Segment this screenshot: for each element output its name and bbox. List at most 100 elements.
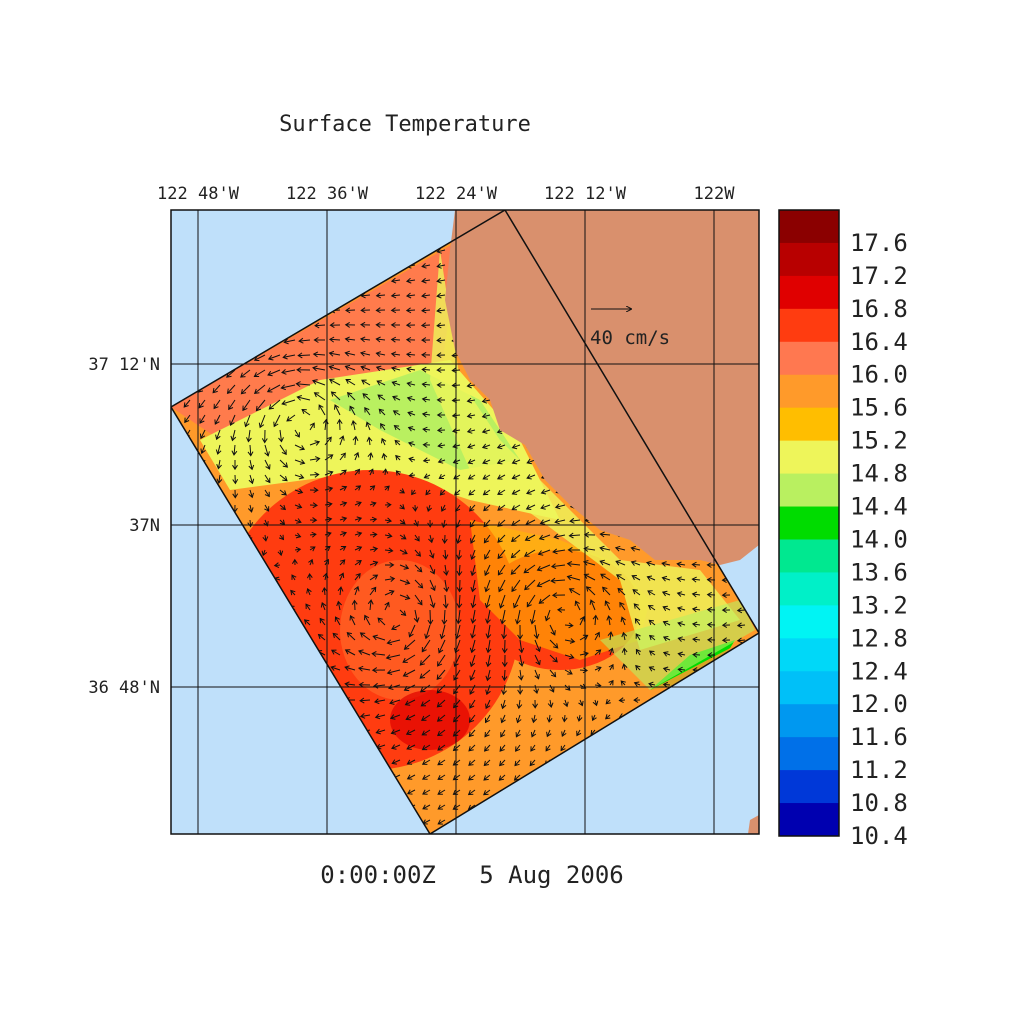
current-vector: [536, 564, 551, 572]
current-vector: [677, 621, 686, 627]
current-vector: [352, 435, 359, 446]
current-vector: [421, 729, 431, 736]
current-vector: [359, 697, 371, 704]
current-vector: [353, 585, 360, 596]
current-vector: [470, 549, 476, 560]
current-vector: [485, 639, 492, 654]
current-vector: [421, 714, 431, 721]
current-vector: [691, 576, 701, 583]
current-vector: [721, 637, 731, 644]
current-vector: [213, 399, 221, 410]
current-vector: [248, 474, 255, 485]
current-vector: [691, 591, 701, 598]
colorbar-frame: [778, 209, 840, 837]
current-vector: [264, 489, 270, 498]
current-vector: [253, 384, 266, 394]
current-vector: [515, 609, 521, 625]
current-vector: [532, 699, 539, 709]
current-vector: [539, 519, 551, 525]
current-vector: [441, 534, 448, 544]
current-vector: [411, 489, 417, 496]
current-vector: [406, 774, 416, 780]
current-vector: [452, 759, 461, 766]
current-vector: [429, 564, 436, 575]
current-vector: [501, 624, 507, 640]
current-vector: [630, 560, 641, 566]
current-vector: [736, 622, 746, 629]
current-vector: [515, 714, 522, 724]
current-vector: [360, 321, 371, 328]
current-vector: [468, 729, 476, 738]
current-vector: [574, 600, 581, 611]
current-vector: [230, 429, 237, 442]
current-vector: [468, 744, 476, 752]
current-vector: [594, 631, 600, 641]
current-vector: [497, 534, 506, 543]
current-vector: [691, 561, 701, 568]
colorbar-label: 10.8: [850, 789, 908, 817]
current-vector: [511, 443, 521, 450]
current-vector: [334, 404, 341, 416]
current-vector: [452, 699, 461, 709]
current-vector: [421, 366, 431, 373]
current-vector: [339, 469, 347, 476]
colorbar-label: 12.4: [850, 657, 908, 685]
current-vector: [313, 392, 326, 401]
current-vector: [382, 468, 389, 476]
colorbar-label: 10.4: [850, 822, 908, 850]
current-vector: [427, 519, 434, 528]
current-vector: [214, 414, 221, 425]
current-vector: [375, 351, 386, 357]
current-vector: [438, 473, 446, 479]
current-vector: [635, 633, 641, 641]
current-vector: [421, 774, 431, 780]
colorbar: 17.6 17.2 16.8 16.4 16.0 15.6 15.2 14.8 14.4 14.0…: [778, 209, 908, 850]
current-vector: [564, 653, 575, 660]
current-vector: [549, 639, 559, 649]
current-vector: [303, 619, 311, 626]
current-vector: [648, 634, 656, 641]
current-vector: [469, 654, 476, 668]
current-vector: [467, 458, 476, 465]
current-vector: [406, 744, 416, 750]
current-vector: [530, 729, 537, 738]
current-vector: [232, 474, 239, 485]
current-vector: [466, 382, 476, 389]
colorbar-swatch: [779, 473, 839, 508]
current-vector: [330, 665, 341, 671]
current-vector: [399, 579, 411, 585]
current-vector: [635, 648, 641, 656]
current-vector: [329, 322, 341, 329]
current-vector: [344, 364, 356, 371]
current-vector: [421, 337, 431, 344]
current-vector: [721, 607, 731, 614]
current-vector: [344, 350, 356, 357]
current-vector: [362, 393, 371, 401]
current-vector: [497, 504, 506, 511]
current-vector: [339, 559, 346, 566]
current-vector: [452, 789, 461, 795]
current-vector: [567, 546, 581, 553]
current-vector: [248, 489, 254, 499]
current-vector: [414, 594, 423, 606]
current-vector: [436, 248, 446, 254]
colorbar-swatch: [779, 506, 839, 540]
colorbar-label: 14.8: [850, 460, 908, 488]
current-vector: [346, 632, 356, 641]
current-vector: [607, 631, 614, 641]
colorbar-label: 16.0: [850, 361, 908, 389]
current-vector: [258, 414, 266, 429]
current-vector: [408, 456, 416, 463]
current-vector: [421, 292, 431, 299]
current-vector: [399, 549, 408, 555]
current-vector: [339, 531, 347, 537]
current-vector: [344, 665, 356, 671]
current-vector: [481, 428, 491, 434]
current-vector: [308, 558, 314, 566]
current-vector: [529, 609, 536, 625]
current-vector: [608, 647, 614, 656]
current-vector: [384, 501, 392, 508]
current-vector: [676, 591, 686, 597]
colorbar-label: 14.4: [850, 493, 908, 521]
